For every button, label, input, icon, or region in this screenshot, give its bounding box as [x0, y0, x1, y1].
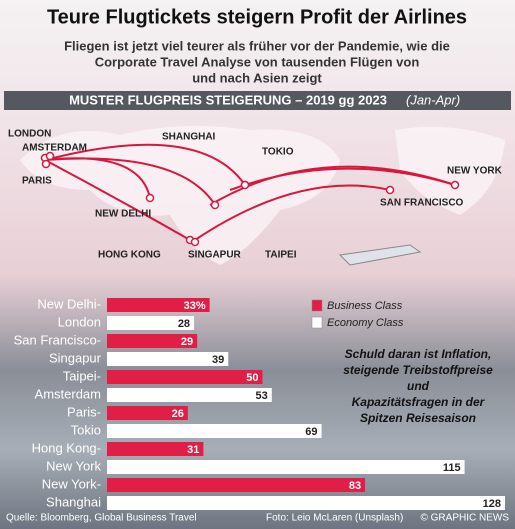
annotation: Spitzen Reisesaison [360, 411, 476, 425]
route [44, 157, 216, 206]
city-label: NEW DELHI [95, 209, 151, 220]
category-label: London [58, 314, 101, 329]
city-label: AMSTERDAM [22, 143, 87, 154]
city-label: SHANGHAI [162, 132, 216, 143]
route [229, 167, 456, 191]
city-label: LONDON [8, 129, 51, 140]
category-label: San Francisco- [14, 332, 101, 347]
legend-label: Economy Class [327, 317, 404, 329]
title: Teure Flugtickets steigern Profit der Ai… [47, 6, 467, 28]
bar [107, 406, 188, 420]
heading: MUSTER FLUGPREIS STEIGERUNG – 2019 gg 20… [69, 92, 387, 107]
route [194, 184, 391, 241]
bar [107, 334, 198, 348]
value-label: 33% [184, 300, 206, 312]
bar [107, 478, 366, 492]
city-label: SAN FRANCISCO [380, 198, 464, 209]
subtitle: Corporate Travel Analyse von tausenden F… [95, 54, 420, 69]
category-label: Amsterdam [35, 386, 101, 401]
bar [107, 316, 195, 330]
city-marker [450, 180, 460, 190]
category-label: Singapur [49, 350, 102, 365]
bar [107, 496, 505, 510]
city-label: TOKIO [262, 147, 294, 158]
city-marker [240, 180, 250, 190]
value-label: 83 [349, 480, 361, 492]
legend-swatch [311, 316, 323, 329]
city-label: PARIS [22, 176, 52, 187]
photo-credit: Foto: Leio McLaren (Unsplash) [266, 513, 403, 524]
heading-band [4, 91, 511, 110]
source: Quelle: Bloomberg, Global Business Trave… [6, 513, 197, 524]
annotation: Kapazitätsfragen in der [352, 395, 486, 409]
city-marker [45, 151, 55, 161]
value-label: 31 [187, 444, 199, 456]
bar [107, 298, 210, 312]
landmass [395, 126, 505, 215]
subtitle: und nach Asien zeigt [192, 70, 322, 85]
bar [107, 442, 204, 456]
category-label: Paris- [67, 404, 101, 419]
category-label: Shanghai [46, 494, 101, 509]
airplane [338, 244, 422, 266]
legend-label: Business Class [327, 300, 403, 312]
city-marker [41, 159, 51, 169]
value-label: 26 [172, 408, 184, 420]
category-label: New York- [42, 476, 101, 491]
city-marker [145, 193, 155, 203]
city-marker [210, 200, 220, 210]
route [44, 143, 246, 186]
city-label: TAIPEI [265, 250, 297, 261]
value-label: 28 [178, 318, 190, 330]
bar [107, 388, 272, 402]
value-label: 29 [181, 336, 193, 348]
city-marker [190, 237, 200, 247]
annotation: und [407, 379, 430, 393]
heading-note: (Jan-Apr) [406, 92, 460, 107]
category-label: New York [46, 458, 101, 473]
bar [107, 352, 229, 366]
category-label: New Delhi- [37, 296, 101, 311]
category-label: Hong Kong- [32, 440, 101, 455]
legend-swatch [311, 299, 323, 312]
value-label: 115 [443, 462, 461, 474]
annotation: steigende Treibstoffpreise [343, 363, 493, 377]
value-label: 39 [212, 354, 224, 366]
copyright: © GRAPHIC NEWS [421, 513, 510, 524]
city-marker [385, 185, 395, 195]
bar [107, 460, 465, 474]
city-label: NEW YORK [447, 166, 503, 177]
value-label: 69 [305, 426, 317, 438]
annotation: Schuld daran ist Inflation, [345, 347, 492, 361]
city-label: HONG KONG [98, 250, 161, 261]
category-label: Taipei- [63, 368, 101, 383]
route [44, 159, 191, 241]
subtitle: Fliegen ist jetzt viel teurer als früher… [64, 38, 450, 53]
map [20, 126, 505, 266]
value-label: 50 [246, 372, 258, 384]
bar [107, 424, 322, 438]
city-label: SINGAPUR [188, 250, 242, 261]
value-label: 53 [256, 390, 268, 402]
value-label: 128 [483, 498, 501, 510]
bar [107, 370, 263, 384]
category-label: Tokio [71, 422, 101, 437]
